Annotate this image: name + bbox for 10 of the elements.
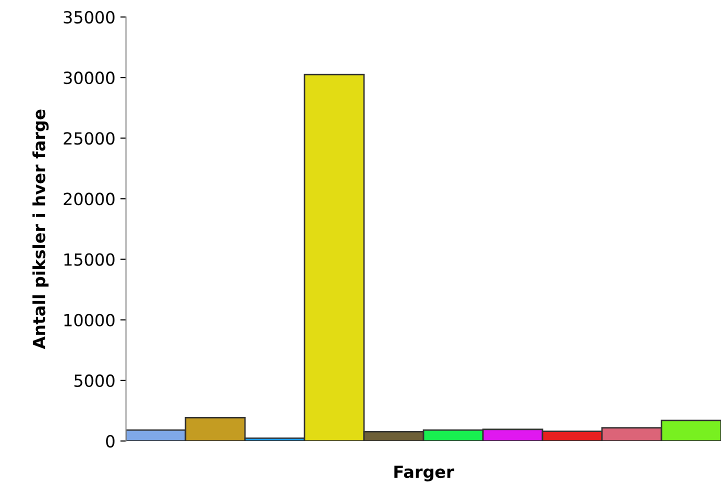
y-tick-label: 35000	[64, 10, 114, 24]
y-tick-label: 0	[106, 434, 114, 448]
y-tick-label: 30000	[64, 72, 114, 84]
y-tick-label: 25000	[64, 132, 114, 145]
x-axis-title: Farger	[394, 466, 454, 482]
y-tick-label: 20000	[64, 192, 114, 206]
y-tick-label: 10000	[64, 314, 114, 326]
y-tick-label: 15000	[64, 253, 114, 266]
y-tick-label: 5000	[74, 374, 114, 387]
y-axis-title: Antall piksler i hver farge	[32, 110, 49, 350]
